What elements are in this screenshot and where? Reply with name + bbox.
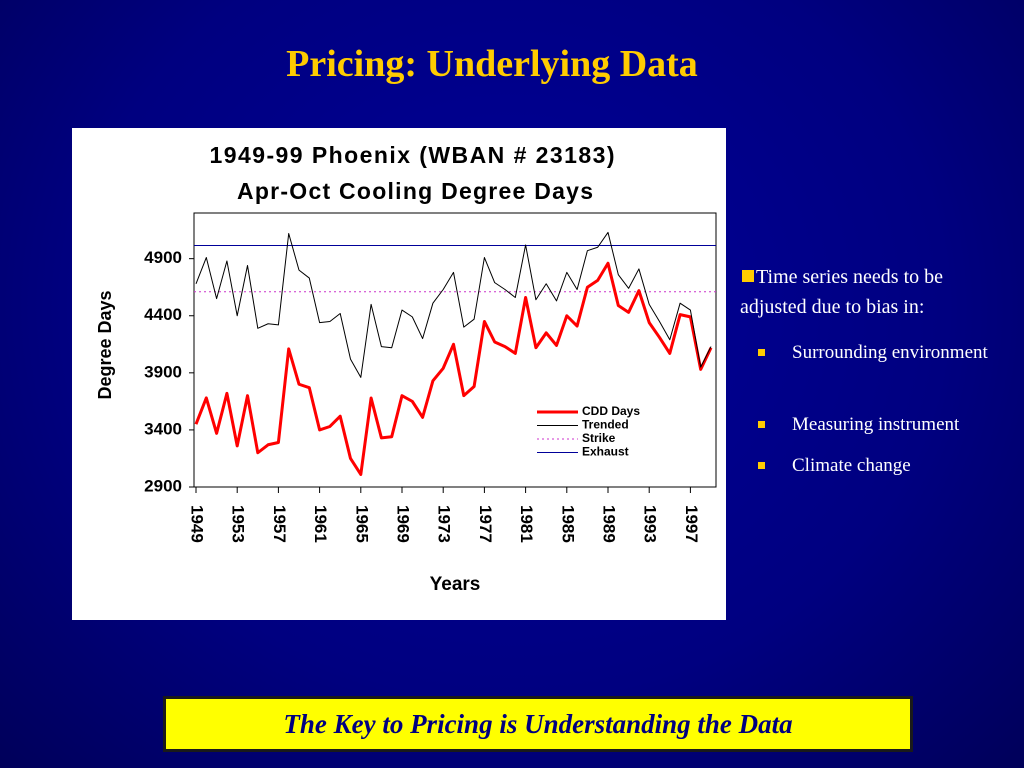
y-tick-label: 2900 xyxy=(144,476,182,495)
x-tick-label: 1993 xyxy=(641,505,660,543)
bullet-icon xyxy=(758,421,765,428)
x-tick-label: 1997 xyxy=(682,505,701,543)
x-tick-label: 1977 xyxy=(476,505,495,543)
y-axis-label: Degree Days xyxy=(95,290,115,399)
sub-bullet: Surrounding environment xyxy=(792,342,988,363)
x-tick-label: 1989 xyxy=(600,505,619,543)
bullet-icon xyxy=(758,462,765,469)
sub-bullet: Measuring instrument xyxy=(792,414,960,435)
data-line xyxy=(194,261,713,476)
chart-panel xyxy=(72,128,726,620)
chart-subtitle: Apr-Oct Cooling Degree Days xyxy=(237,178,593,204)
legend-label: Trended xyxy=(582,418,629,432)
bullet-icon xyxy=(742,270,754,282)
x-tick-label: 1949 xyxy=(188,505,207,543)
y-tick-label: 3900 xyxy=(144,362,182,381)
y-tick-label: 4400 xyxy=(144,305,182,324)
plot-frame xyxy=(193,212,717,488)
footer-banner: The Key to Pricing is Understanding the … xyxy=(163,696,913,752)
x-tick-label: 1957 xyxy=(270,505,289,543)
x-axis-label: Years xyxy=(430,574,481,595)
x-tick-label: 1953 xyxy=(229,505,248,543)
legend-label: Strike xyxy=(582,431,616,445)
slide-title: Pricing: Underlying Data xyxy=(286,43,698,85)
x-tick-label: 1961 xyxy=(311,505,330,543)
bullet-icon xyxy=(758,349,765,356)
legend-label: Exhaust xyxy=(582,445,629,459)
sub-bullet: Climate change xyxy=(792,455,911,476)
y-tick-label: 4900 xyxy=(144,248,182,267)
y-tick-label: 3400 xyxy=(144,419,182,438)
data-line xyxy=(195,231,712,378)
bullet-text: Time series needs to be adjusted due to … xyxy=(740,266,944,318)
x-tick-label: 1965 xyxy=(352,505,371,543)
x-tick-label: 1969 xyxy=(394,505,413,543)
legend-label: CDD Days xyxy=(582,404,640,418)
x-tick-label: 1981 xyxy=(517,505,536,543)
x-tick-label: 1985 xyxy=(558,505,577,543)
chart-title: 1949-99 Phoenix (WBAN # 23183) xyxy=(210,142,615,168)
x-tick-label: 1973 xyxy=(435,505,454,543)
